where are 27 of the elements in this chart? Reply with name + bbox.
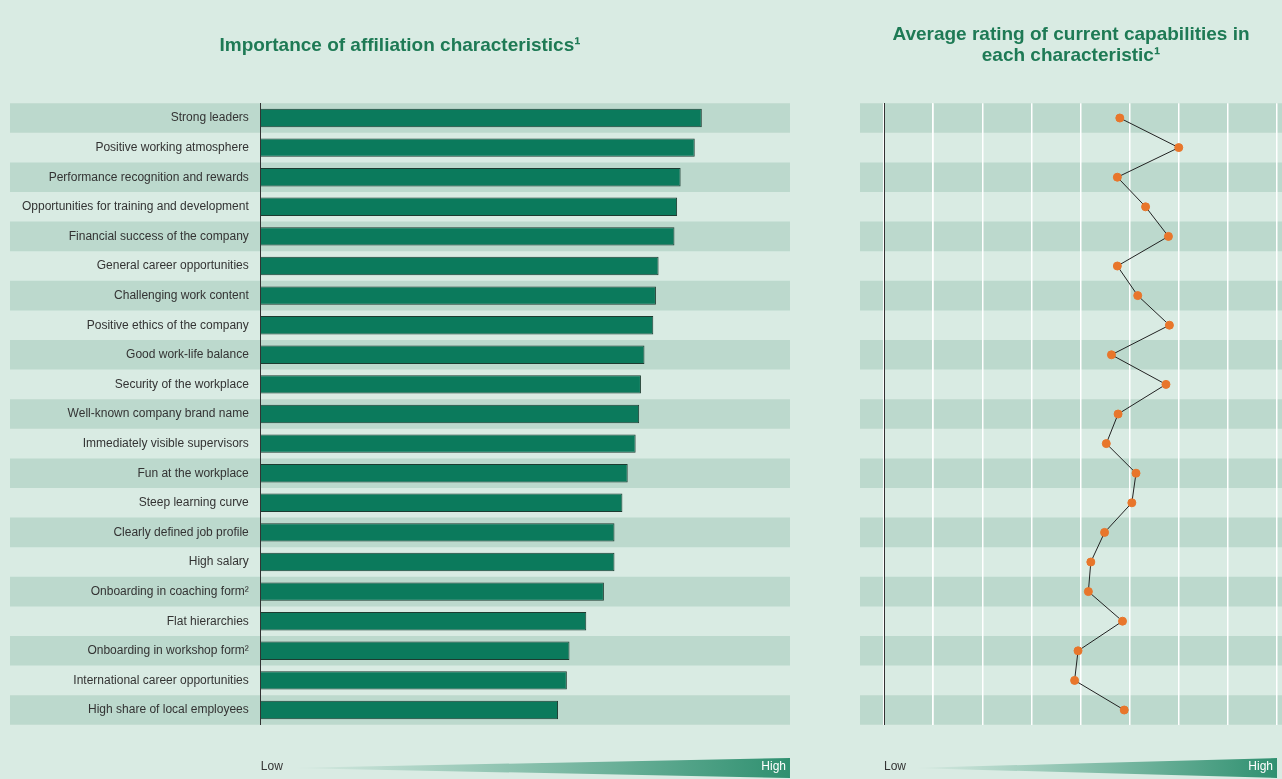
y-tick-label: Fun at the workplace <box>137 465 250 480</box>
y-tick-label: Steep learning curve <box>138 495 250 510</box>
text: High <box>761 759 786 773</box>
chart-title: Average rating of current capabilities in each characteristic¹ <box>891 22 1251 67</box>
y-tick-label: Security of the workplace <box>114 376 250 391</box>
y-tick-label: General career opportunities <box>96 258 249 273</box>
y-tick-label: Flat hierarchies <box>166 613 249 628</box>
y-tick-label: High share of local employees <box>88 702 249 717</box>
y-tick-label: Performance recognition and rewards <box>48 169 249 184</box>
y-tick-label: Well-known company brand name <box>67 406 250 421</box>
y-tick-label: Financial success of the company <box>68 228 249 243</box>
y-tick-label: Positive working atmosphere <box>95 139 250 154</box>
text: Low <box>260 759 283 773</box>
y-tick-label: High salary <box>188 554 249 569</box>
y-tick-label: Opportunities for training and development <box>21 199 250 214</box>
y-tick-label: Good work-life balance <box>126 347 250 362</box>
y-tick-label: Onboarding in workshop form² <box>87 643 249 658</box>
y-tick-label: Positive ethics of the company <box>86 317 249 332</box>
chart-title: Importance of affiliation characteristics¹ <box>218 32 582 57</box>
text: High <box>1248 759 1273 773</box>
y-tick-label: Challenging work content <box>114 287 250 302</box>
text: Low <box>884 759 907 773</box>
y-tick-label: Clearly defined job profile <box>113 524 250 539</box>
y-tick-label: Strong leaders <box>170 110 249 125</box>
y-tick-label: International career opportunities <box>73 672 249 687</box>
y-tick-label: Onboarding in coaching form² <box>90 583 249 598</box>
y-tick-label: Immediately visible supervisors <box>82 435 249 450</box>
